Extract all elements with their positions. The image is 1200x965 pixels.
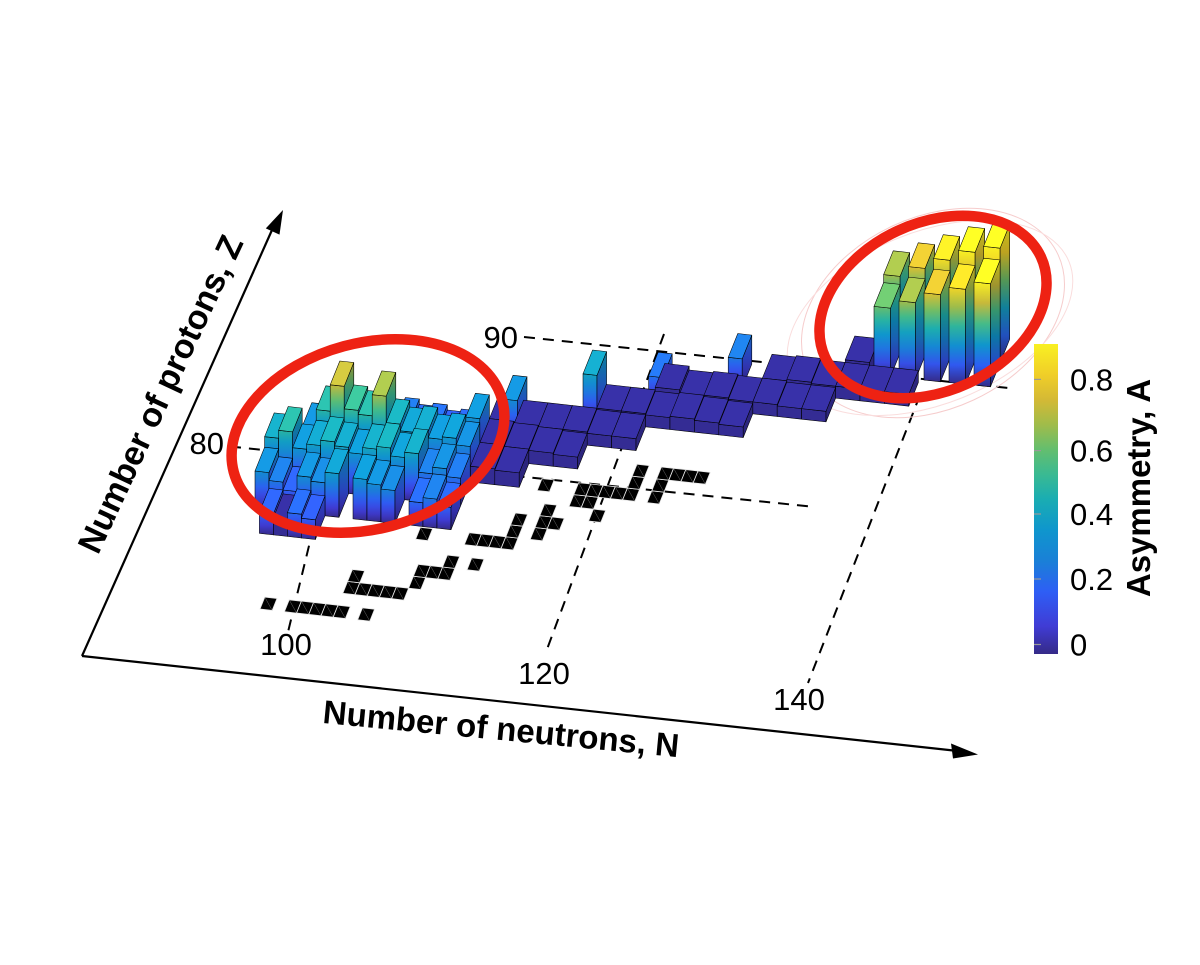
svg-text:90: 90 xyxy=(484,320,518,355)
svg-text:80: 80 xyxy=(190,426,224,461)
svg-text:Asymmetry, A: Asymmetry, A xyxy=(1120,379,1157,597)
svg-text:0.8: 0.8 xyxy=(1070,362,1113,397)
svg-text:0.2: 0.2 xyxy=(1070,562,1113,597)
svg-text:140: 140 xyxy=(773,682,825,717)
svg-text:120: 120 xyxy=(518,656,570,691)
svg-text:0: 0 xyxy=(1070,628,1087,663)
svg-text:0.4: 0.4 xyxy=(1070,497,1113,532)
svg-text:0.6: 0.6 xyxy=(1070,434,1113,469)
svg-text:100: 100 xyxy=(260,627,312,662)
